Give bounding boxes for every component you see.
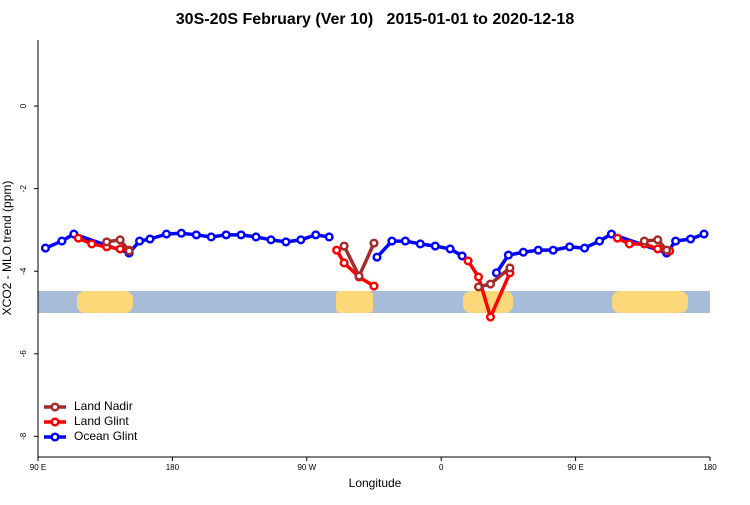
data-point xyxy=(457,251,467,261)
data-point xyxy=(400,236,410,246)
data-point xyxy=(134,236,145,246)
data-point xyxy=(115,235,125,245)
data-point xyxy=(565,242,575,252)
data-point xyxy=(145,234,155,244)
x-axis-label: Longitude xyxy=(349,476,402,490)
data-point xyxy=(339,241,349,251)
data-point xyxy=(332,245,342,255)
data-point xyxy=(533,245,543,255)
data-point xyxy=(430,241,440,251)
data-point xyxy=(612,233,622,243)
data-point xyxy=(161,229,171,239)
data-point xyxy=(369,238,379,248)
x-tick-label: 90 W xyxy=(297,463,316,472)
data-point xyxy=(415,239,425,249)
data-point xyxy=(176,228,186,238)
land-patch xyxy=(612,291,688,313)
data-point xyxy=(594,236,605,246)
data-point xyxy=(102,237,112,247)
data-point xyxy=(491,268,502,278)
data-point xyxy=(548,245,558,255)
y-tick-label: -4 xyxy=(19,267,28,275)
y-axis-label: XCO2 - MLO trend (ppm) xyxy=(0,181,14,316)
data-point xyxy=(354,271,364,281)
data-point xyxy=(311,230,321,240)
data-point xyxy=(662,245,672,255)
data-point xyxy=(503,250,513,260)
x-tick-label: 180 xyxy=(166,463,180,472)
data-point xyxy=(206,232,216,242)
data-point xyxy=(473,272,484,282)
data-point xyxy=(387,236,397,246)
data-point xyxy=(485,312,496,322)
y-tick-label: 0 xyxy=(19,103,28,108)
data-point xyxy=(445,244,455,254)
data-point xyxy=(221,230,231,240)
y-tick-label: -2 xyxy=(19,185,28,193)
data-point xyxy=(266,235,276,245)
land-mask xyxy=(38,291,710,313)
data-point xyxy=(369,281,379,291)
legend-label: Land Nadir xyxy=(74,399,133,413)
legend-label: Land Glint xyxy=(74,414,129,428)
data-point xyxy=(518,247,528,257)
land-patch xyxy=(336,291,373,313)
legend-marker xyxy=(50,402,60,412)
x-tick-label: 0 xyxy=(439,463,444,472)
data-point xyxy=(40,243,51,253)
data-point xyxy=(686,234,696,244)
data-point xyxy=(372,252,382,262)
land-patch xyxy=(77,291,133,313)
y-tick-label: -8 xyxy=(19,432,28,440)
data-point xyxy=(73,233,83,243)
data-point xyxy=(580,243,590,253)
data-point xyxy=(124,246,134,256)
data-point xyxy=(251,232,261,242)
data-point xyxy=(57,236,67,246)
data-point xyxy=(236,230,246,240)
data-point xyxy=(699,229,709,239)
data-point xyxy=(473,282,484,292)
chart-title: 30S-20S February (Ver 10) 2015-01-01 to … xyxy=(176,11,575,28)
data-point xyxy=(87,239,97,249)
x-tick-label: 180 xyxy=(703,463,717,472)
data-point xyxy=(339,258,349,268)
data-point xyxy=(639,236,649,246)
y-tick-label: -6 xyxy=(19,350,28,358)
legend-label: Ocean Glint xyxy=(74,429,138,443)
data-point xyxy=(606,229,616,239)
data-point xyxy=(281,237,291,247)
ocean-band xyxy=(38,291,710,313)
data-point xyxy=(463,256,473,266)
data-point xyxy=(671,236,681,246)
legend-marker xyxy=(50,432,60,442)
x-tick-label: 90 E xyxy=(567,463,583,472)
data-point xyxy=(296,235,306,245)
data-point xyxy=(624,239,634,249)
legend-marker xyxy=(50,417,60,427)
data-point xyxy=(191,230,201,240)
data-point xyxy=(653,244,663,254)
data-point xyxy=(485,279,496,289)
data-point xyxy=(324,232,334,242)
data-point xyxy=(115,244,125,254)
data-point xyxy=(505,263,515,273)
x-tick-label: 90 E xyxy=(30,463,46,472)
data-point xyxy=(653,235,663,245)
